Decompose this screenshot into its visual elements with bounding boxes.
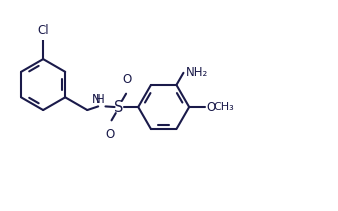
Text: H: H — [96, 93, 105, 106]
Text: S: S — [114, 100, 123, 115]
Text: O: O — [123, 73, 132, 86]
Text: O: O — [207, 100, 216, 114]
Text: NH₂: NH₂ — [186, 66, 208, 79]
Text: O: O — [106, 128, 115, 141]
Text: N: N — [92, 93, 101, 106]
Text: Cl: Cl — [37, 24, 49, 37]
Text: CH₃: CH₃ — [213, 102, 234, 112]
